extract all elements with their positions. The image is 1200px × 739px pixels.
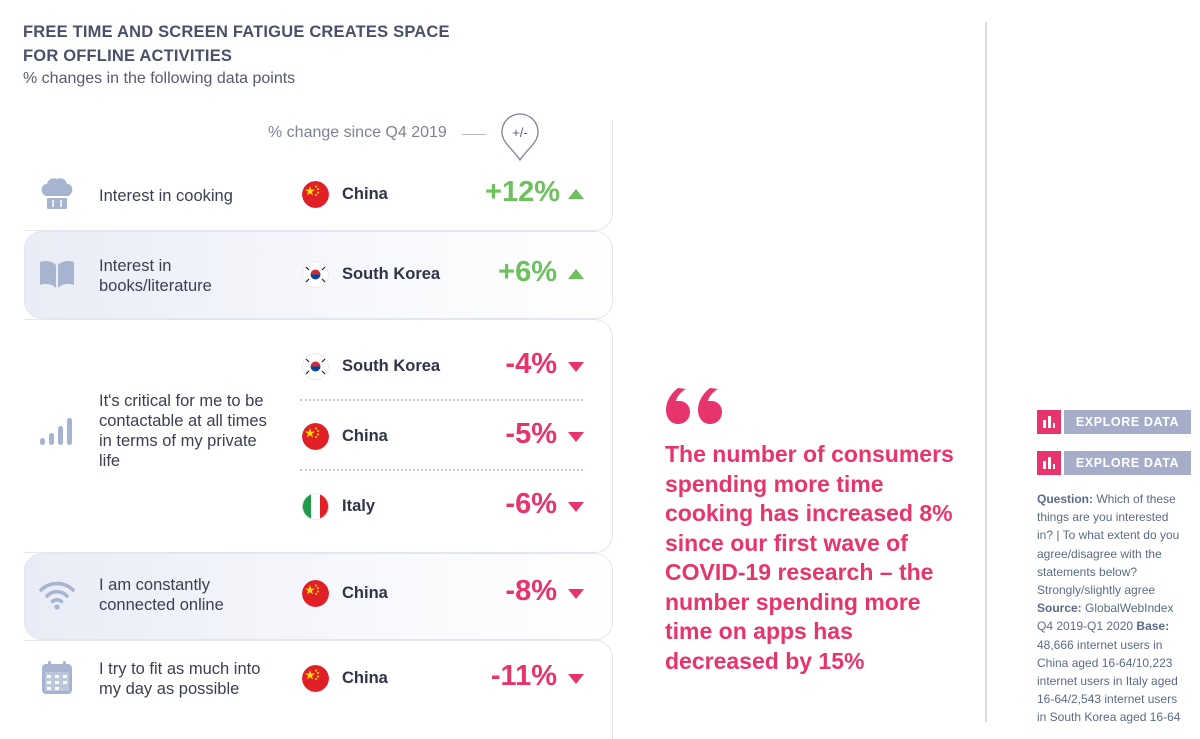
bar-chart-icon: [1037, 451, 1061, 475]
row-label-cooking: Interest in cooking: [99, 187, 233, 205]
column-label-dash: [462, 134, 486, 135]
vertical-divider: [985, 22, 987, 722]
page-title: FREE TIME AND SCREEN FATIGUE CREATES SPA…: [23, 23, 450, 65]
value-fit-day-china: -11%: [490, 660, 557, 692]
country-label: South Korea: [342, 265, 441, 283]
country-label: China: [342, 584, 388, 602]
value-contactable-italy: -6%: [505, 488, 557, 520]
china-flag-icon: [302, 580, 329, 607]
value-contactable-china: -5%: [505, 418, 557, 450]
chef-hat-icon: [41, 178, 73, 209]
up-arrow-icon: [568, 269, 584, 279]
pin-label: +/-: [512, 125, 528, 140]
down-arrow-icon: [568, 589, 584, 599]
source-text: GlobalWebIndex Q4 2019-Q1 2020: [1037, 601, 1174, 634]
row-separator: [300, 469, 583, 471]
china-flag-icon: [302, 181, 329, 208]
down-arrow-icon: [568, 432, 584, 442]
value-contactable-korea: -4%: [505, 348, 557, 380]
up-arrow-icon: [568, 189, 584, 199]
bar-chart-icon: [1037, 410, 1061, 434]
calendar-icon: [42, 661, 72, 694]
value-cooking-china: +12%: [485, 176, 560, 208]
south-korea-flag-icon: [302, 353, 329, 380]
row-contactable-card: [24, 319, 613, 553]
base-text: 48,666 internet users in China aged 16-6…: [1037, 637, 1181, 725]
down-arrow-icon: [568, 362, 584, 372]
country-label: China: [342, 669, 388, 687]
row-label-connected: I am constantly connected online: [99, 576, 224, 614]
value-connected-china: -8%: [505, 575, 557, 607]
italy-flag-icon: [302, 493, 329, 520]
source-label: Source:: [1037, 601, 1082, 616]
page-subtitle: % changes in the following data points: [23, 70, 296, 87]
base-label: Base:: [1136, 619, 1170, 634]
row-label-fit-day: I try to fit as much into my day as poss…: [99, 660, 261, 698]
signal-bars-icon: [40, 418, 72, 445]
plus-minus-pin-icon: +/-: [501, 113, 539, 162]
row-separator: [300, 399, 583, 401]
wifi-icon: [39, 581, 75, 610]
country-label: Italy: [342, 497, 376, 515]
china-flag-icon: [302, 665, 329, 692]
quote-mark-icon: [666, 388, 722, 424]
china-flag-icon: [302, 423, 329, 450]
value-books-korea: +6%: [498, 256, 557, 288]
row-fit-day-card: [24, 640, 613, 739]
down-arrow-icon: [568, 674, 584, 684]
question-text: Which of these things are you interested…: [1037, 492, 1180, 598]
row-cooking-card: [24, 120, 613, 231]
explore-data-label: EXPLORE DATA: [1064, 451, 1191, 475]
book-icon: [40, 261, 74, 288]
row-label-books: Interest in books/literature: [99, 257, 212, 295]
country-label: China: [342, 427, 388, 445]
explore-data-button[interactable]: EXPLORE DATA: [1037, 451, 1191, 475]
source-notes: Question: Which of these things are you …: [1037, 490, 1187, 727]
row-label-contactable: It's critical for me to be contactable a…: [99, 392, 267, 470]
question-label: Question:: [1037, 492, 1093, 506]
column-label: % change since Q4 2019: [268, 124, 447, 141]
explore-data-button[interactable]: EXPLORE DATA: [1037, 410, 1191, 434]
country-label: South Korea: [342, 357, 441, 375]
explore-data-label: EXPLORE DATA: [1064, 410, 1191, 434]
down-arrow-icon: [568, 502, 584, 512]
quote-text: The number of consumers spending more ti…: [665, 441, 954, 674]
country-label: China: [342, 185, 388, 203]
south-korea-flag-icon: [302, 261, 329, 288]
